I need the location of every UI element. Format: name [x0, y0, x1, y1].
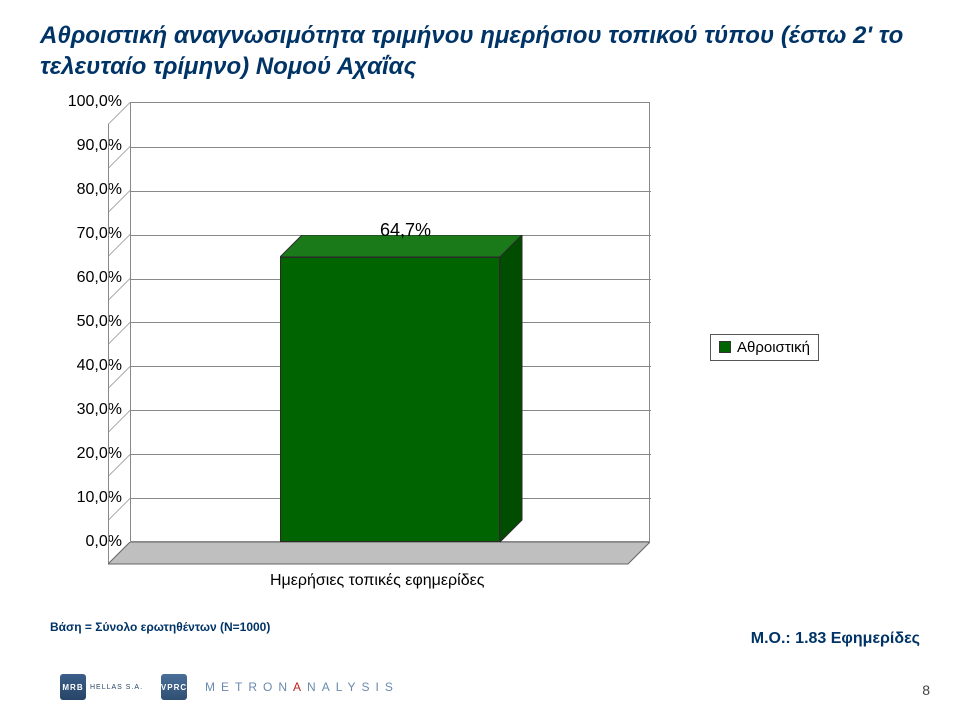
mean-note: Μ.Ο.: 1.83 Εφημερίδες [751, 630, 920, 648]
side-wall [108, 102, 130, 542]
chart-floor [108, 542, 650, 564]
legend-swatch [719, 341, 731, 353]
logo-mrb: MRB HELLAS S.A. [60, 674, 143, 700]
side-left-edge [108, 124, 109, 564]
slide-title: Αθροιστική αναγνωσιμότητα τριμήνου ημερή… [40, 20, 920, 82]
bar-value-label: 64,7% [380, 220, 431, 241]
plot-region: 64,7% [130, 102, 650, 542]
logo-metron: METRONANALYSIS [205, 680, 399, 694]
mrb-icon: MRB [60, 674, 86, 700]
legend: Αθροιστική [710, 334, 819, 361]
base-note: Βάση = Σύνολο ερωτηθέντων (Ν=1000) [50, 620, 270, 634]
vprc-icon: VPRC [161, 674, 187, 700]
slide-page: Αθροιστική αναγνωσιμότητα τριμήνου ημερή… [0, 0, 960, 708]
bar-front-face [280, 257, 500, 542]
page-number: 8 [922, 682, 930, 698]
legend-label: Αθροιστική [737, 339, 810, 356]
x-category-label: Ημερήσιες τοπικές εφημερίδες [270, 572, 484, 590]
chart-area: 100,0% 90,0% 80,0% 70,0% 60,0% 50,0% 40,… [60, 102, 680, 592]
logo-vprc: VPRC [161, 674, 187, 700]
logos-strip: MRB HELLAS S.A. VPRC METRONANALYSIS [60, 674, 399, 700]
bar-side-face [500, 235, 524, 549]
chart-row: 100,0% 90,0% 80,0% 70,0% 60,0% 50,0% 40,… [60, 102, 920, 592]
